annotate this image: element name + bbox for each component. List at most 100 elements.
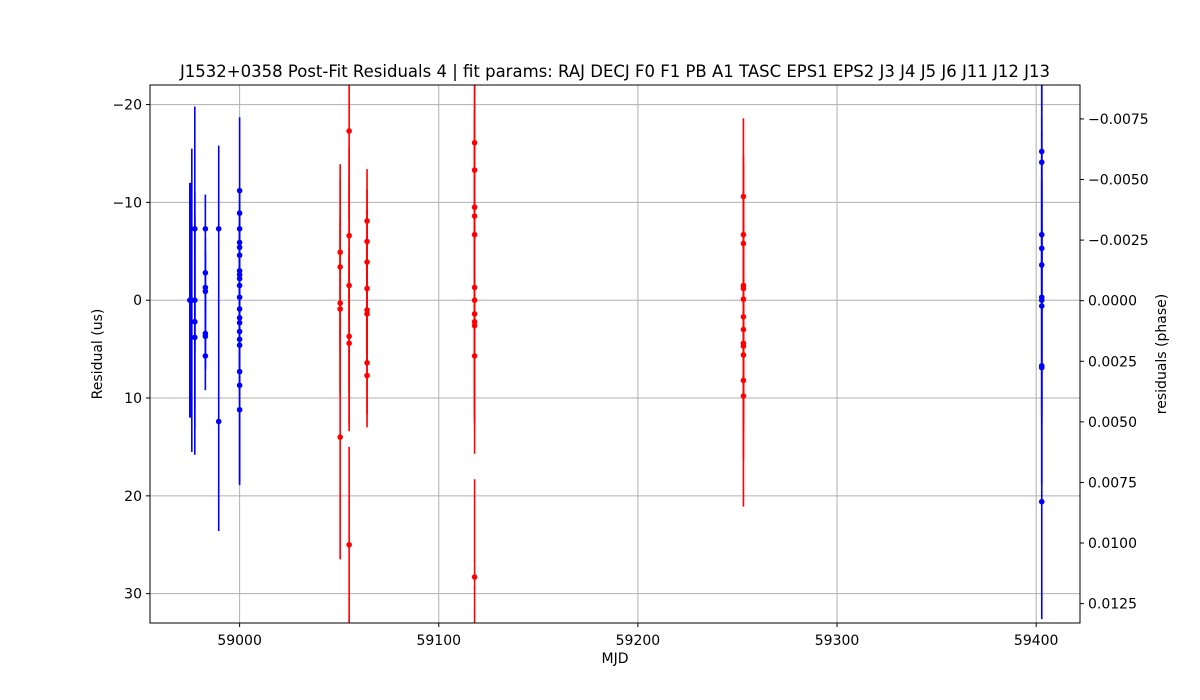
data-point [236,271,243,278]
data-point [236,368,243,375]
data-point [236,406,243,413]
data-point [236,239,243,246]
data-point [337,264,343,270]
data-point [346,128,352,134]
y2-tick-label: −0.0025 [1088,233,1149,249]
x-axis-label: MJD [602,651,629,667]
data-point [1038,148,1045,155]
data-point [236,294,243,301]
y2-tick-label: 0.0025 [1088,354,1137,370]
y-tick-label: 30 [124,587,142,603]
y2-axis-label: residuals (phase) [1154,294,1170,414]
y-tick-label: −10 [112,195,142,211]
data-point [364,238,370,245]
plot-frame [149,84,1081,624]
data-point [236,319,243,326]
data-point [202,270,209,276]
y2-tick-label: 0.0125 [1088,597,1137,613]
data-point [740,193,747,200]
chart-title: J1532+0358 Post-Fit Residuals 4 | fit pa… [179,62,1050,81]
data-point [471,167,478,173]
data-point [364,259,370,265]
x-tick-label: 59300 [815,633,860,649]
data-point [1038,297,1045,304]
data-point [740,231,747,238]
y2-tick-label: −0.0075 [1088,112,1149,128]
data-point [236,336,243,343]
data-point [471,318,478,325]
data-point [471,213,478,219]
x-tick-label: 59400 [1014,633,1059,649]
data-point [236,225,243,232]
data-point [337,434,343,440]
data-point [192,318,198,325]
data-point [236,382,243,389]
data-point [215,418,222,425]
data-point [236,252,243,259]
data-point [1038,231,1045,238]
data-point [471,231,478,238]
y-tick-label: 10 [124,391,142,407]
data-point [471,297,478,304]
data-point [236,315,243,321]
data-point [364,360,370,366]
y-tick-label: 20 [124,489,142,505]
data-point [236,268,243,274]
data-point [471,353,478,359]
x-axis-ticks: 59000 59100 59200 59300 59400 [217,623,1058,649]
data-point [1038,245,1045,252]
data-series [187,85,1045,623]
grid [150,85,1080,623]
y-axis-ticks: −20 −10 0 10 20 30 [112,98,150,603]
data-point [346,333,352,340]
data-point [740,393,747,399]
x-tick-label: 59200 [616,633,661,649]
data-point [740,285,747,292]
y-tick-label: −20 [112,98,142,114]
y2-tick-label: 0.0000 [1088,294,1137,310]
data-point [236,244,243,251]
y2-tick-label: 0.0050 [1088,415,1137,431]
data-point [202,225,209,232]
data-point [471,284,478,291]
data-point [202,288,209,295]
data-point [192,297,198,304]
data-point [236,342,243,348]
data-point [364,218,370,224]
data-point [346,232,352,239]
data-point [236,275,243,282]
data-point [202,284,209,291]
data-point [215,225,222,232]
data-point [471,139,478,146]
data-point [1038,364,1045,371]
data-point [471,311,478,317]
data-point [740,343,747,349]
data-point [740,314,747,320]
data-point [236,328,243,335]
y2-tick-label: −0.0050 [1088,173,1149,189]
data-point [740,240,747,247]
data-point [202,333,209,340]
y2-tick-label: 0.0075 [1088,475,1137,491]
x-tick-label: 59100 [416,633,461,649]
data-point [1038,303,1045,309]
data-point [346,282,352,289]
data-point [471,322,478,329]
data-point [337,249,343,256]
data-point [740,326,747,333]
data-point [1038,498,1045,505]
data-point [236,306,243,312]
data-point [236,282,243,289]
data-point [346,340,352,347]
data-point [192,334,198,341]
data-point [364,372,370,379]
data-point [471,204,478,211]
data-point [364,307,370,313]
data-point [1038,159,1045,166]
data-point [1038,262,1045,268]
data-point [236,210,243,216]
data-point [337,306,343,312]
data-point [740,352,747,358]
